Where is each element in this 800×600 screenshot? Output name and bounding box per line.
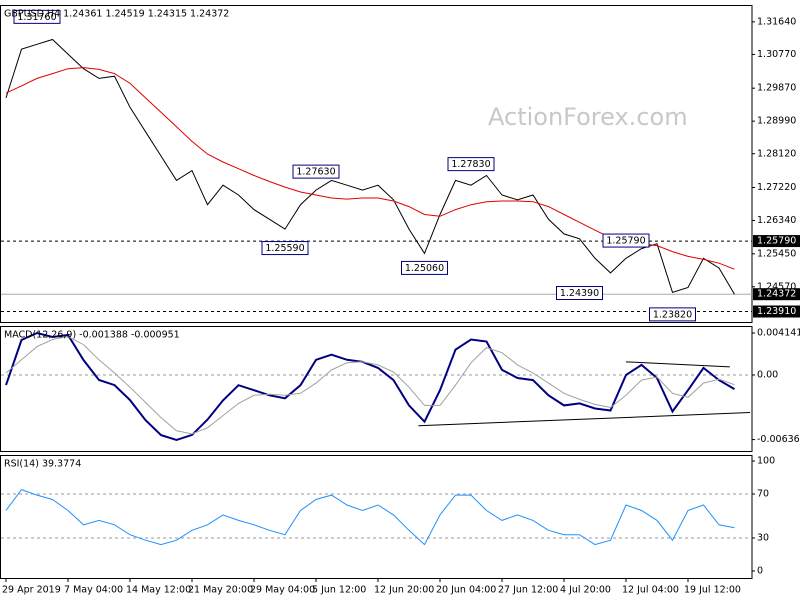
panel-title: RSI(14) 39.3774 (4, 459, 81, 470)
x-tick-label: 12 Jul 04:00 (622, 585, 679, 596)
x-tick-label: 14 May 12:00 (126, 585, 191, 596)
x-tick-label: 7 May 04:00 (64, 585, 123, 596)
x-tick-label: 29 Apr 2019 (2, 585, 61, 596)
annotation-label: 1.24390 (560, 288, 599, 299)
y-tick-label: 1.24570 (757, 281, 796, 292)
y-tick-label: 1.30770 (757, 49, 796, 60)
panel-title: MACD(12,26,9) -0.001388 -0.000951 (4, 330, 180, 341)
annotation-label: 1.25590 (265, 243, 304, 254)
y-tick-label: 30 (757, 532, 769, 543)
annotation-label: 1.27630 (296, 167, 335, 178)
y-tick-label: 1.29870 (757, 83, 796, 94)
price-tag (753, 235, 800, 248)
price-tag-label: 1.25790 (757, 236, 796, 247)
y-tick-label: 1.27220 (757, 182, 796, 193)
annotation-box (602, 233, 650, 248)
price-tag-label: 1.23910 (757, 306, 796, 317)
panel-title: GBPUSD,H4 1.24361 1.24519 1.24315 1.2437… (4, 9, 229, 20)
last-price-tag (753, 288, 800, 301)
annotation-label: 1.25060 (405, 263, 444, 274)
x-tick-label: 5 Jun 12:00 (312, 585, 366, 596)
panel-frame (0, 326, 753, 452)
annotation-label: 1.23820 (653, 309, 692, 320)
series-line (5, 38, 735, 295)
annotation-box (401, 260, 448, 275)
series-line (5, 489, 735, 546)
x-tick-label: 19 Jul 12:00 (684, 585, 741, 596)
x-tick-label: 12 Jun 20:00 (374, 585, 434, 596)
y-tick-label: 1.31640 (757, 16, 796, 27)
x-tick-label: 4 Jul 20:00 (560, 585, 611, 596)
y-tick-label: 100 (757, 456, 775, 467)
annotation-box (649, 307, 696, 322)
y-tick-label: -0.006365 (757, 434, 800, 445)
annotation-label: 1.25790 (606, 236, 645, 247)
y-tick-label: 70 (757, 489, 769, 500)
trend-line (418, 412, 751, 427)
x-tick-label: 21 May 20:00 (188, 585, 253, 596)
annotation-box (447, 157, 495, 172)
y-tick-label: 1.28990 (757, 116, 796, 127)
y-tick-label: 1.26340 (757, 215, 796, 226)
annotation-box (556, 286, 603, 301)
price-tag (753, 305, 800, 318)
last-price-label: 1.24372 (757, 289, 796, 300)
annotation-box (261, 241, 309, 256)
annotation-label: 1.27830 (451, 159, 490, 170)
annotation-box (13, 9, 61, 24)
series-line (5, 335, 735, 435)
watermark: ActionForex.com (488, 103, 688, 131)
panel-frame (0, 5, 753, 323)
y-tick-label: 0.004141 (757, 327, 800, 338)
y-tick-label: 1.25450 (757, 248, 796, 259)
x-tick-label: 29 May 04:00 (250, 585, 315, 596)
trend-line (625, 361, 730, 368)
annotation-box (292, 164, 340, 179)
x-tick-label: 20 Jun 04:00 (436, 585, 496, 596)
panel-frame (0, 455, 753, 579)
annotation-label: 1.31760 (17, 12, 56, 23)
y-tick-label: 1.28120 (757, 148, 796, 159)
y-tick-label: 0.00 (757, 370, 778, 381)
series-line (5, 331, 736, 441)
x-tick-label: 27 Jun 12:00 (498, 585, 558, 596)
y-tick-label: 0 (757, 565, 763, 576)
